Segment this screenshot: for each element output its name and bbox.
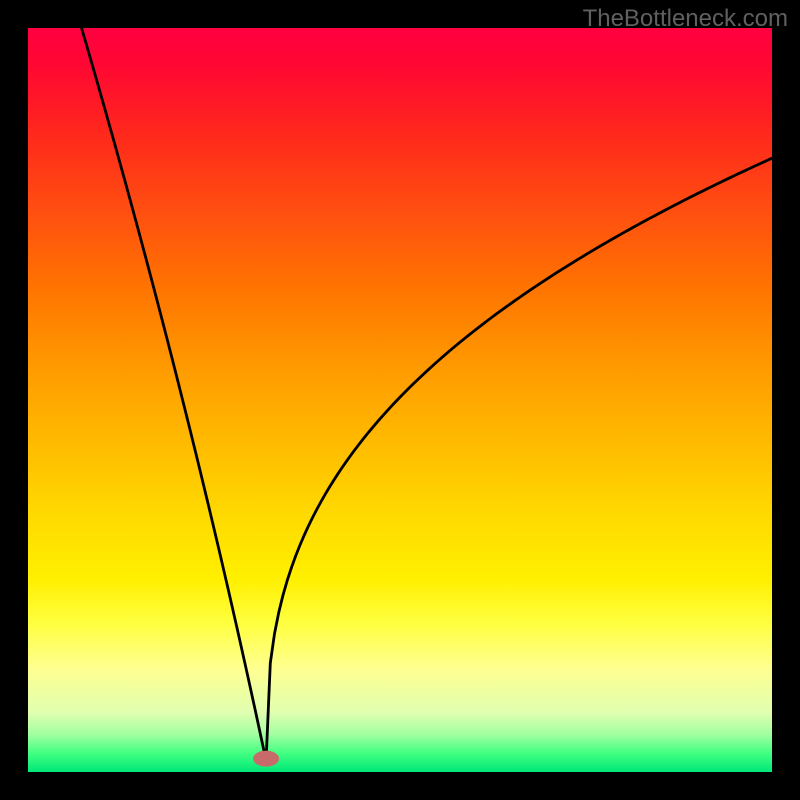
- chart-svg: TheBottleneck.com: [0, 0, 800, 800]
- watermark-text: TheBottleneck.com: [583, 5, 788, 32]
- plot-area: [28, 28, 772, 772]
- optimal-marker: [253, 751, 279, 767]
- chart-container: TheBottleneck.com: [0, 0, 800, 800]
